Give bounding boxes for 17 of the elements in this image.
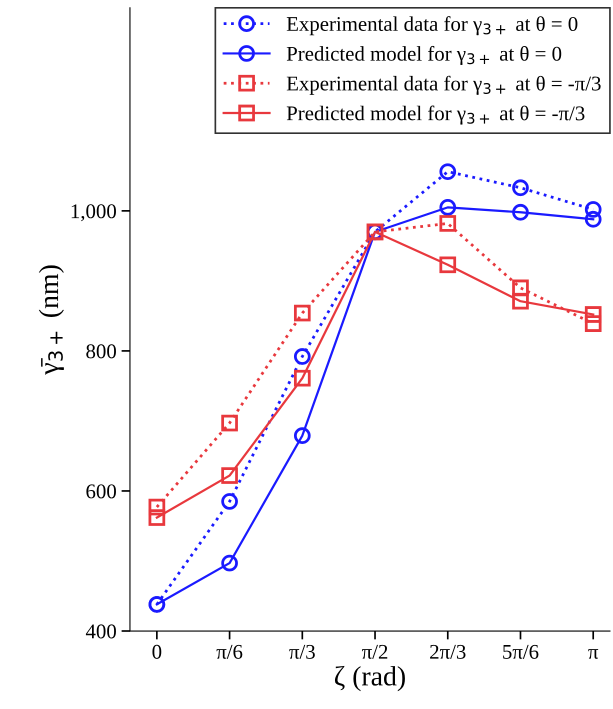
x-tick-label: π/6 <box>216 644 242 659</box>
x-tick-label: 2π/3 <box>430 644 466 659</box>
x-tick-label: 5π/6 <box>503 644 538 659</box>
legend-label: Experimental data for γ$_{3+}$ at θ = -π/3 <box>286 76 601 95</box>
x-tick-label: 0 <box>152 644 162 659</box>
x-tick-label: π/3 <box>289 644 315 659</box>
y-tick-label: 800 <box>86 344 116 358</box>
x-axis-title: ζ (rad) <box>334 666 405 692</box>
legend-label: Experimental data for γ$_{3+}$ at θ = 0 <box>286 16 578 36</box>
y-tick-label: 400 <box>86 624 116 638</box>
x-tick-label: π/2 <box>362 644 388 659</box>
y-tick-label: 600 <box>86 484 116 498</box>
y-tick-label: 1,000 <box>72 204 116 222</box>
y-axis-title: γ̄$_{3+}$ (nm) <box>38 265 64 375</box>
legend-label: Predicted model for γ$_{3+}$ at θ = -π/3 <box>286 106 584 125</box>
x-tick-label: π <box>588 649 598 659</box>
legend-label: Predicted model for γ$_{3+}$ at θ = 0 <box>286 46 562 66</box>
